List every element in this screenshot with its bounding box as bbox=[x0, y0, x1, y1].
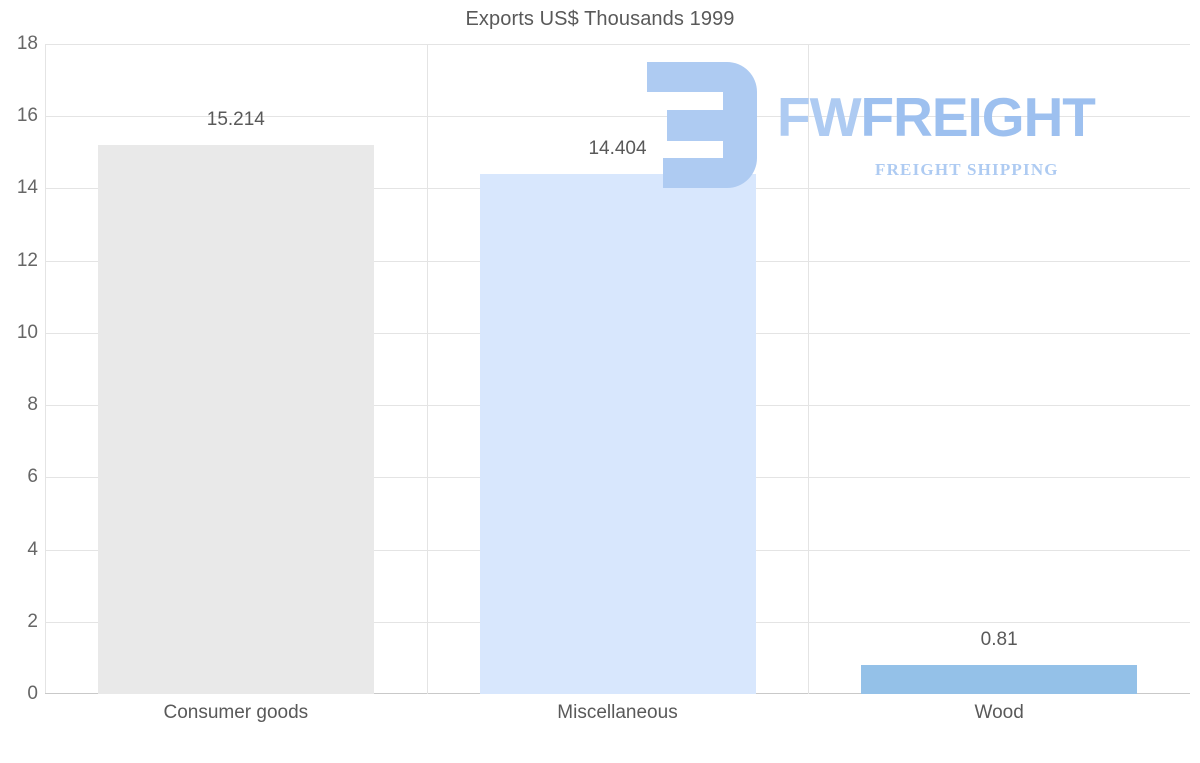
gridline-horizontal bbox=[45, 116, 1190, 118]
y-axis-tick-label: 8 bbox=[27, 394, 38, 416]
bar-value-label: 0.81 bbox=[980, 628, 1018, 650]
gridline-vertical bbox=[808, 44, 809, 694]
x-axis-tick-label: Wood bbox=[974, 702, 1024, 723]
bar[interactable] bbox=[861, 664, 1138, 694]
y-axis-tick-label: 2 bbox=[27, 610, 38, 632]
bar[interactable] bbox=[479, 173, 756, 694]
x-axis-tick-label: Consumer goods bbox=[163, 702, 309, 723]
bar[interactable] bbox=[97, 144, 374, 694]
y-axis-tick-labels: 0 2 4 6 8 10 12 14 16 18 bbox=[0, 33, 38, 704]
bar-value-label: 15.214 bbox=[206, 108, 265, 130]
y-axis-tick-label: 0 bbox=[27, 683, 38, 704]
y-axis-line bbox=[45, 44, 46, 694]
gridline-horizontal bbox=[45, 44, 1190, 45]
y-axis-tick-label: 12 bbox=[16, 249, 38, 271]
bar-value-label: 14.404 bbox=[588, 137, 647, 159]
chart-title: Exports US$ Thousands 1999 bbox=[465, 8, 735, 30]
y-axis-tick-label: 10 bbox=[16, 321, 38, 343]
y-axis-tick-label: 16 bbox=[16, 105, 38, 127]
y-axis-tick-label: 4 bbox=[27, 538, 38, 560]
x-axis-tick-label: Miscellaneous bbox=[557, 702, 678, 723]
gridline-vertical bbox=[427, 44, 428, 694]
x-axis-category-labels: Consumer goods Miscellaneous Wood bbox=[45, 702, 1190, 742]
y-axis-tick-label: 6 bbox=[27, 466, 38, 488]
plot-area: 15.214 14.404 0.81 bbox=[45, 44, 1190, 694]
y-axis-tick-label: 14 bbox=[16, 177, 38, 199]
y-axis-tick-label: 18 bbox=[16, 33, 38, 54]
